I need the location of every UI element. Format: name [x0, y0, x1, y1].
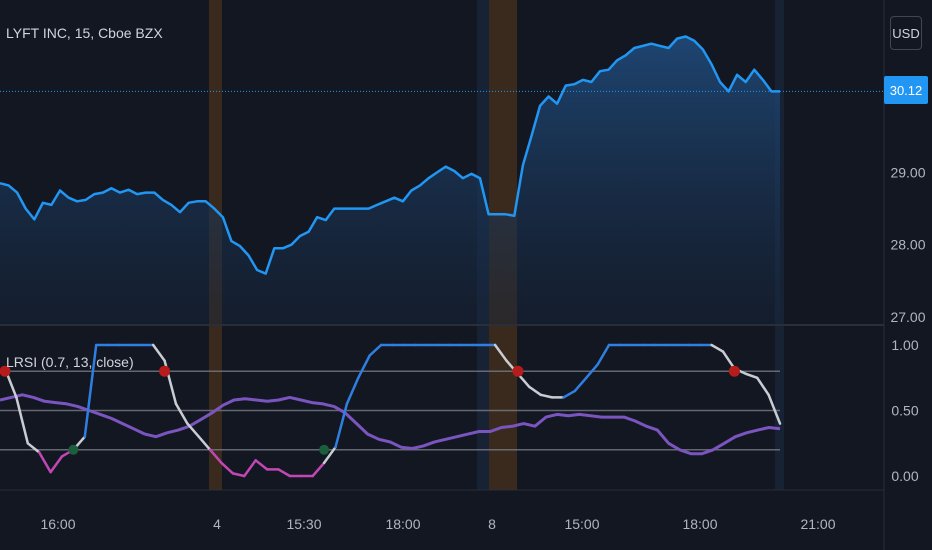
lrsi-segment: [174, 402, 189, 425]
price-tick-label: 28.00: [890, 237, 925, 253]
lrsi-segment: [277, 468, 292, 478]
lrsi-segment: [710, 343, 725, 353]
sell-signal-marker: [0, 365, 11, 377]
time-tick-label: 21:00: [800, 516, 835, 532]
lrsi-segment: [721, 350, 736, 370]
lrsi-segment: [186, 422, 201, 438]
time-tick-label: 16:00: [40, 516, 75, 532]
lrsi-segment: [208, 448, 223, 465]
last-price-tag: 30.12: [884, 76, 928, 104]
lrsi-segment: [368, 343, 383, 357]
indicator-legend[interactable]: LRSI (0.7, 13, close): [6, 354, 134, 370]
price-area: [0, 36, 780, 325]
lrsi-segment: [493, 343, 508, 362]
lrsi-segment: [585, 363, 599, 380]
sell-signal-marker: [728, 365, 740, 377]
time-tick-label: 15:30: [286, 516, 321, 532]
lrsi-segment: [49, 455, 64, 474]
time-tick-label: 4: [213, 516, 221, 532]
price-tick-label: 27.00: [890, 309, 925, 325]
lrsi-segment: [596, 343, 611, 366]
lrsi-segment: [311, 461, 326, 478]
price-axis[interactable]: 29.00 28.00 27.00 1.00 0.50 0.00: [890, 164, 925, 484]
lrsi-segment: [539, 393, 554, 399]
lrsi-segment: [357, 354, 371, 380]
smoothed-line: [0, 393, 781, 456]
lrsi-segment: [243, 459, 257, 478]
lrsi-segment: [562, 389, 577, 399]
lrsi-segment: [334, 402, 349, 449]
time-tick-label: 8: [488, 516, 496, 532]
lrsi-segment: [37, 451, 52, 474]
lrsi-segment: [231, 472, 246, 478]
lrsi-segment: [573, 376, 588, 393]
lrsi-segment: [151, 343, 166, 362]
lrsi-segment: [197, 435, 212, 452]
sell-signal-marker: [512, 365, 524, 377]
lrsi-segment: [528, 385, 542, 397]
lrsi-segment: [83, 343, 98, 438]
lrsi-tick-label: 0.50: [891, 403, 918, 419]
sell-signal-marker: [159, 365, 171, 377]
lrsi-segment: [744, 372, 759, 380]
buy-signal-marker: [68, 444, 79, 455]
lrsi-segment: [15, 396, 30, 445]
price-tick-label: 29.00: [890, 164, 925, 180]
lrsi-segment: [755, 376, 770, 397]
lrsi-tick-label: 0.00: [891, 468, 918, 484]
buy-signal-marker: [319, 444, 330, 455]
price-line: [0, 35, 780, 275]
currency-button[interactable]: USD: [890, 16, 922, 50]
time-tick-label: 18:00: [385, 516, 420, 532]
time-axis[interactable]: 16:00 4 15:30 18:00 8 15:00 18:00 21:00: [40, 516, 835, 532]
lrsi-segment: [767, 393, 782, 425]
signal-markers: [0, 365, 740, 455]
lrsi-segment: [254, 459, 269, 471]
time-tick-label: 15:00: [564, 516, 599, 532]
symbol-legend[interactable]: LYFT INC, 15, Cboe BZX: [6, 25, 163, 41]
lrsi-segment: [26, 442, 41, 454]
lrsi-segment: [322, 445, 337, 465]
lrsi-tick-label: 1.00: [891, 337, 918, 353]
time-tick-label: 18:00: [682, 516, 717, 532]
lrsi-segment: [345, 376, 360, 406]
lrsi-segment: [220, 461, 235, 475]
